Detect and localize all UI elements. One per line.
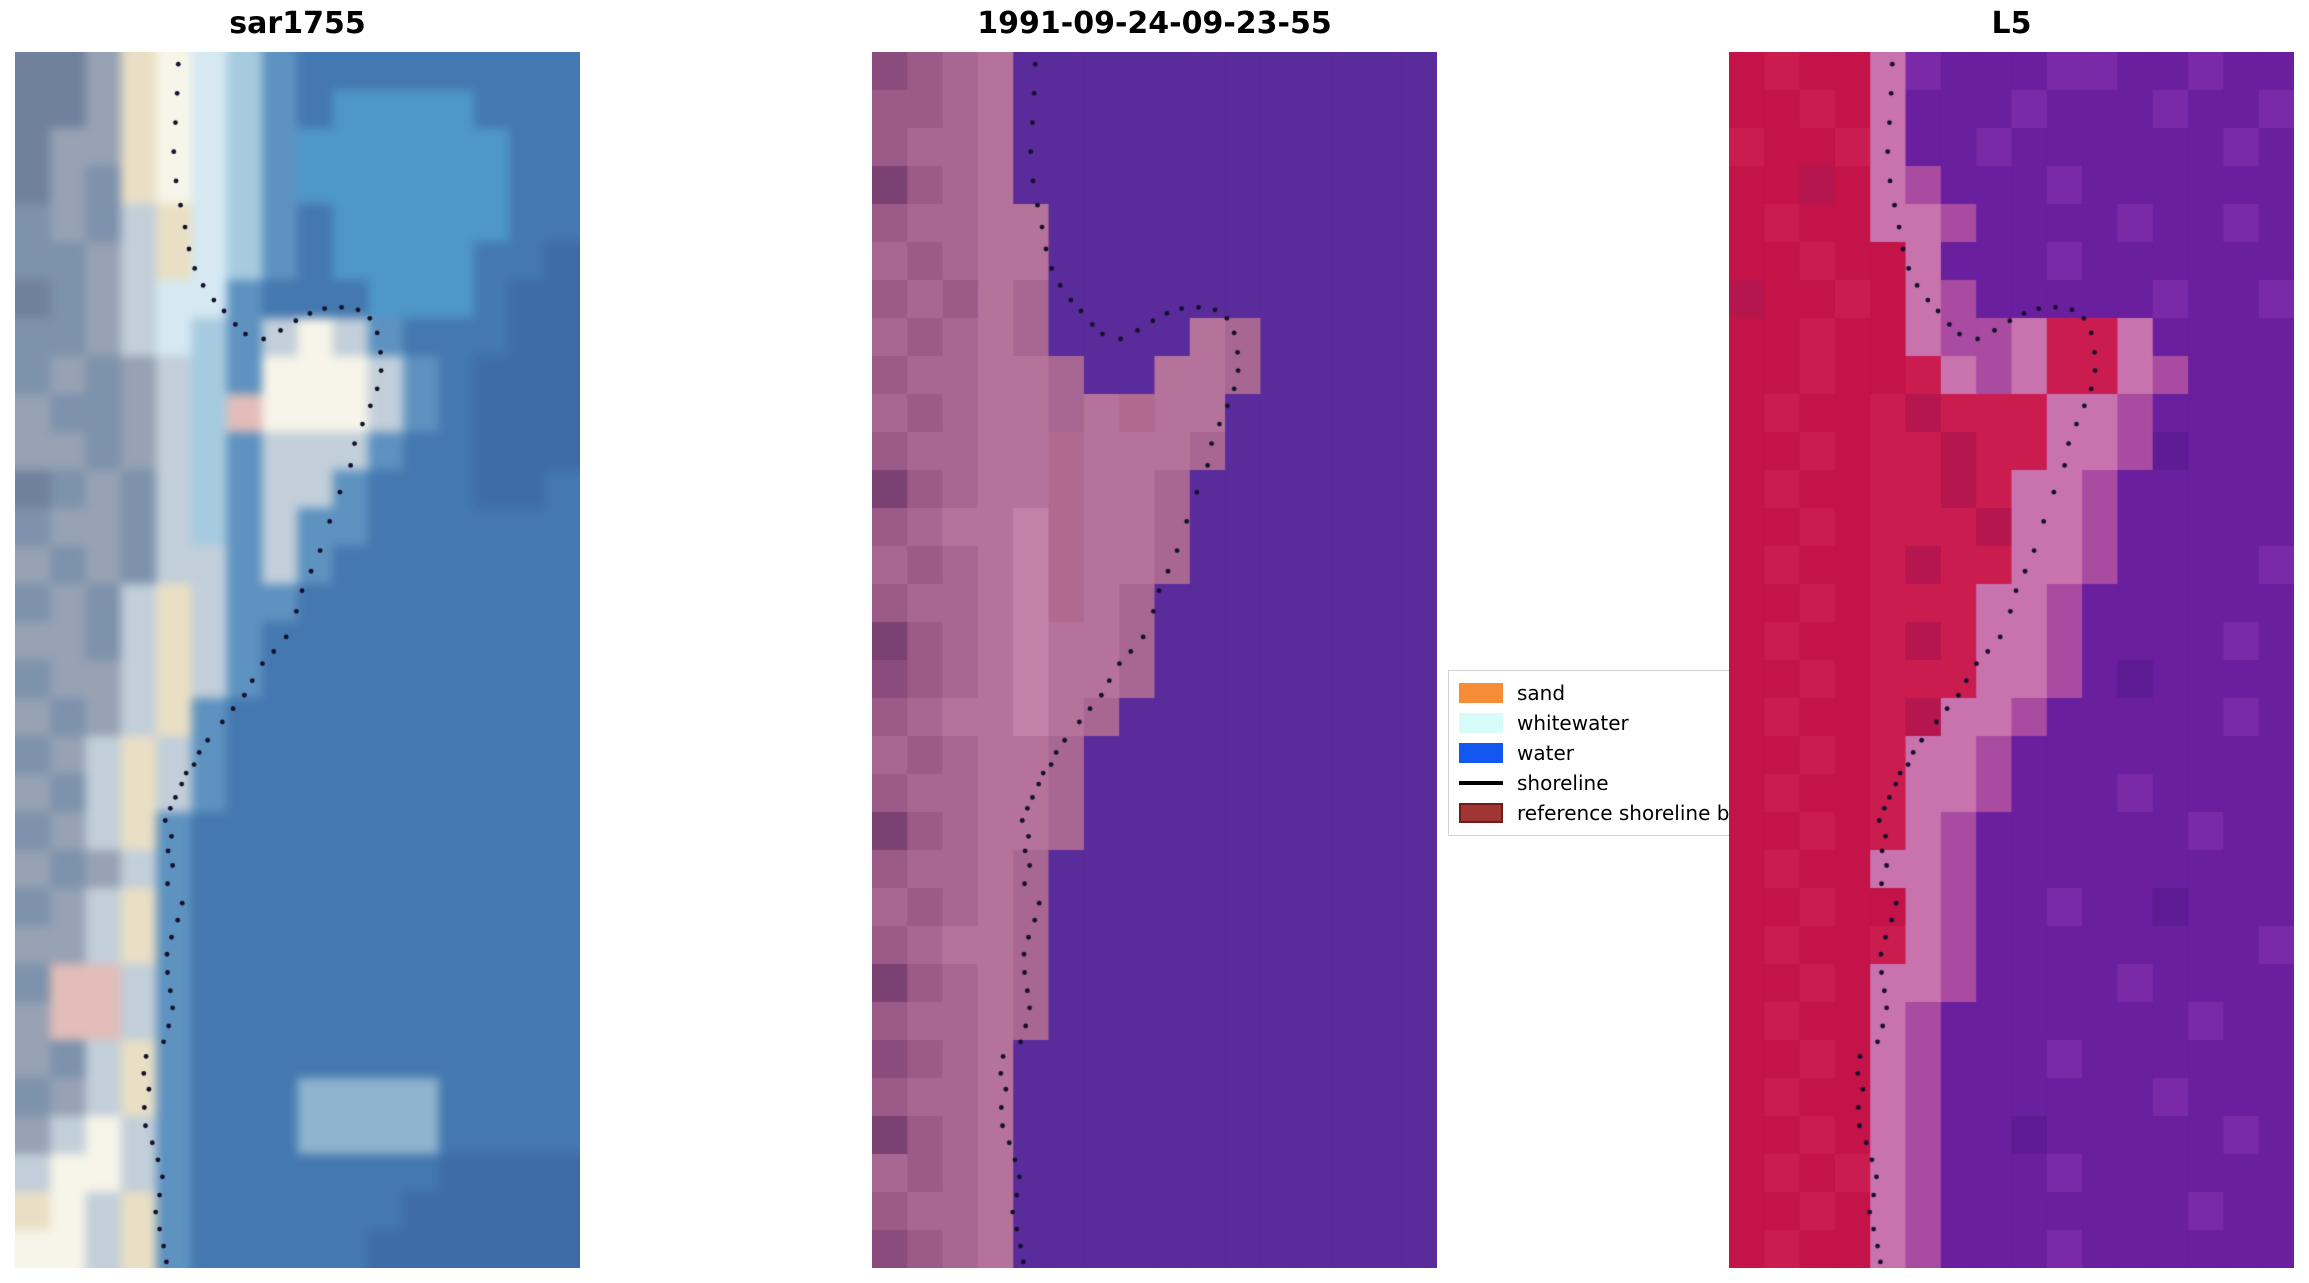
panel-title-sar1755: sar1755 — [229, 6, 366, 41]
legend-label: sand — [1517, 681, 1566, 705]
reference-swatch — [1459, 803, 1503, 823]
legend-label: water — [1517, 741, 1574, 765]
panel-l5: L5 — [1729, 0, 2294, 1283]
panel-classified-date: 1991-09-24-09-23-55 — [872, 0, 1437, 1283]
panel-title-l5: L5 — [1991, 6, 2032, 41]
legend-item-shoreline: shoreline — [1459, 768, 1797, 798]
legend-label: reference shoreline b — [1517, 801, 1730, 825]
legend-label: whitewater — [1517, 711, 1629, 735]
panel-title-date: 1991-09-24-09-23-55 — [977, 6, 1332, 41]
panel-sar1755: sar1755 — [15, 0, 580, 1283]
whitewater-swatch — [1459, 713, 1503, 733]
shoreline-line-swatch — [1459, 781, 1503, 785]
legend-item-water: water — [1459, 738, 1797, 768]
classified-image — [872, 52, 1437, 1268]
legend-item-reference: reference shoreline b — [1459, 798, 1797, 828]
satellite-image-sar1755 — [15, 52, 580, 1268]
legend-item-sand: sand — [1459, 678, 1797, 708]
water-swatch — [1459, 743, 1503, 763]
legend-label: shoreline — [1517, 771, 1609, 795]
l5-image — [1729, 52, 2294, 1268]
sand-swatch — [1459, 683, 1503, 703]
legend-item-whitewater: whitewater — [1459, 708, 1797, 738]
